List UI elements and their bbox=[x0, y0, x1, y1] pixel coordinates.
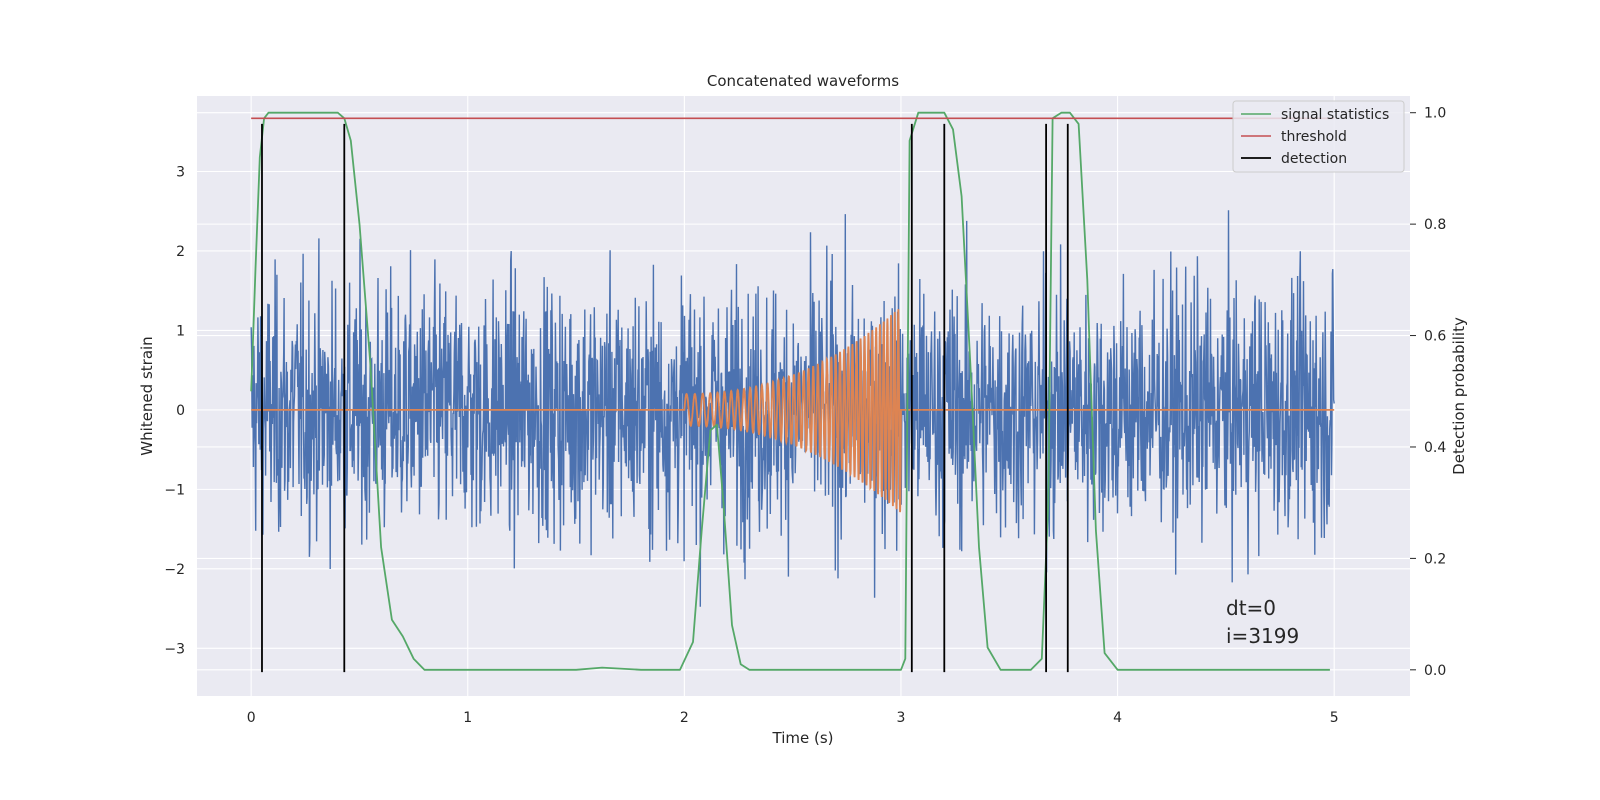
legend-box bbox=[1232, 100, 1405, 173]
y-right-tick-label: 0.8 bbox=[1424, 217, 1446, 233]
annotation-i: i=3199 bbox=[1226, 624, 1299, 648]
y-right-tick-label: 0.4 bbox=[1424, 440, 1446, 456]
x-axis-label: Time (s) bbox=[772, 729, 834, 747]
y-right-tick-label: 0.2 bbox=[1424, 551, 1446, 567]
legend-label-detection: detection bbox=[1281, 151, 1347, 167]
signal-statistics-line bbox=[250, 111, 1330, 671]
x-tick-label: 3 bbox=[897, 710, 906, 726]
y-tick-label: 3 bbox=[176, 164, 185, 180]
noise-line bbox=[250, 210, 1335, 607]
detection-series bbox=[261, 123, 1069, 673]
annotation-dt: dt=0 bbox=[1226, 596, 1276, 620]
legend-label-signal-statistics: signal statistics bbox=[1281, 107, 1389, 123]
x-tick-label: 5 bbox=[1330, 710, 1339, 726]
chart-title: Concatenated waveforms bbox=[707, 72, 899, 90]
y-axis-right-label: Detection probability bbox=[1450, 317, 1468, 475]
y-tick-label: −1 bbox=[164, 482, 185, 498]
legend: signal statistics threshold detection bbox=[1232, 100, 1405, 173]
y-right-tick-label: 1.0 bbox=[1424, 106, 1446, 122]
y-right-tick-label: 0.0 bbox=[1424, 663, 1446, 679]
y-tick-label: 0 bbox=[176, 403, 185, 419]
axes: 0 1 2 3 4 5 −3 −2 −1 0 1 2 3 0.0 0.2 0.4 0.6 0.8 1.0 bbox=[164, 106, 1446, 726]
signal-statistics-series bbox=[250, 111, 1330, 671]
x-tick-label: 4 bbox=[1113, 710, 1122, 726]
y-axis-label: Whitened strain bbox=[138, 336, 156, 455]
y-tick-label: −3 bbox=[164, 641, 185, 657]
y-tick-label: 2 bbox=[176, 244, 185, 260]
y-tick-label: −2 bbox=[164, 562, 185, 578]
chirp-line bbox=[251, 309, 1335, 513]
x-tick-label: 2 bbox=[680, 710, 689, 726]
whitened-noise-series bbox=[250, 210, 1335, 607]
y-tick-label: 1 bbox=[176, 323, 185, 339]
y-right-tick-label: 0.6 bbox=[1424, 329, 1446, 345]
chirp-series bbox=[251, 309, 1335, 513]
x-tick-label: 0 bbox=[247, 710, 256, 726]
x-tick-label: 1 bbox=[463, 710, 472, 726]
legend-label-threshold: threshold bbox=[1281, 129, 1347, 145]
